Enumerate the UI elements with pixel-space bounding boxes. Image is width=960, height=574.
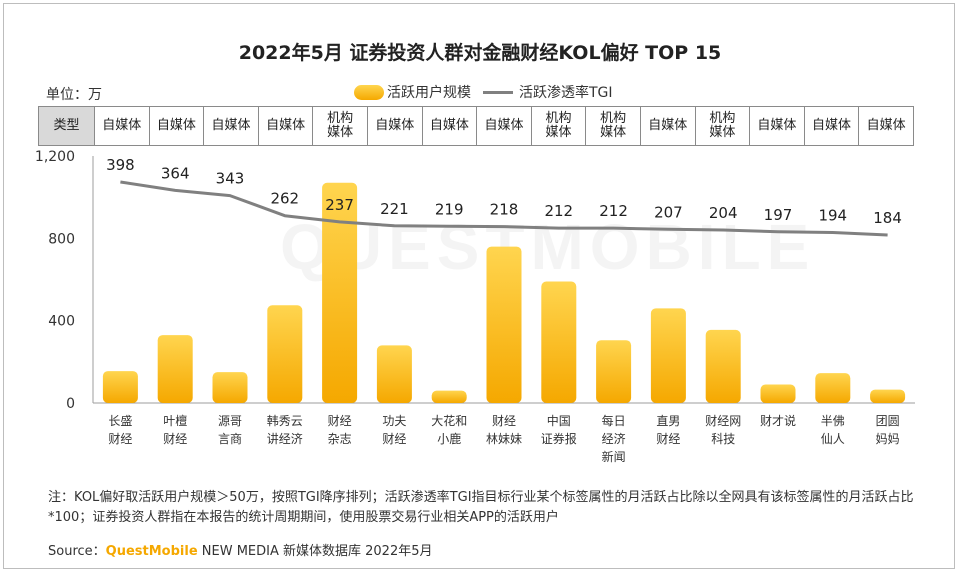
- source-prefix: Source：: [48, 544, 106, 559]
- tgi-data-label: 237: [325, 196, 354, 214]
- type-cell: 机构 媒体: [585, 106, 641, 146]
- bar: [650, 308, 686, 403]
- bar: [815, 373, 851, 403]
- x-tick-label: 源哥言商: [218, 414, 242, 446]
- x-tick-label: 大花和小鹿: [431, 413, 467, 446]
- bar: [705, 329, 741, 403]
- bar: [870, 389, 906, 403]
- legend-bar-swatch: [354, 84, 384, 100]
- type-cell: 自媒体: [639, 106, 696, 146]
- x-tick-label: 直男财经: [656, 414, 680, 446]
- x-tick-label: 韩秀云讲经济: [267, 413, 303, 446]
- tgi-data-label: 194: [818, 207, 847, 225]
- tgi-data-label: 212: [599, 202, 628, 220]
- footnote: 注：KOL偏好取活跃用户规模＞50万，按照TGI降序排列；活跃渗透率TGI指目标…: [48, 490, 914, 525]
- x-tick-label: 半佛仙人: [821, 414, 845, 446]
- tgi-data-label: 207: [654, 203, 683, 221]
- x-tick-label: 财才说: [760, 413, 796, 428]
- x-tick-label: 团圆妈妈: [876, 414, 900, 446]
- tgi-data-label: 364: [161, 164, 190, 182]
- bar: [376, 345, 412, 403]
- y-tick-label: 400: [48, 314, 75, 330]
- type-cell: 机构 媒体: [530, 106, 587, 146]
- bar: [541, 281, 577, 403]
- type-cell: 自媒体: [749, 106, 805, 146]
- tgi-data-label: 221: [380, 200, 409, 218]
- tgi-data-label: 218: [490, 201, 519, 219]
- tgi-data-label: 398: [106, 156, 135, 174]
- bar: [102, 371, 138, 403]
- y-tick-label: 800: [48, 231, 75, 247]
- bar: [760, 384, 796, 403]
- y-tick-label: 1,200: [35, 149, 75, 165]
- type-cell: 自媒体: [148, 106, 205, 146]
- type-cell: 自媒体: [803, 106, 860, 146]
- tgi-line: [120, 180, 888, 237]
- y-tick-label: 0: [66, 396, 75, 412]
- type-cell: 自媒体: [203, 106, 259, 146]
- tgi-data-label: 212: [544, 202, 573, 220]
- type-table: 类型 自媒体 自媒体 自媒体 自媒体 机构 媒体 自媒体 自媒体 自媒体 机构 媒体 机构 媒体 自媒体机…: [38, 106, 914, 146]
- unit-label: 单位：万: [46, 87, 102, 103]
- bar: [212, 372, 248, 403]
- legend-line-swatch: [483, 90, 513, 94]
- bar: [267, 305, 303, 403]
- bar: [486, 246, 522, 403]
- x-tick-label: 每日经济新闻: [602, 413, 626, 464]
- type-cell: 机构 媒体: [312, 106, 368, 146]
- source-rest: NEW MEDIA 新媒体数据库 2022年5月: [197, 544, 433, 559]
- type-row: 类型 自媒体 自媒体 自媒体 自媒体 机构 媒体 自媒体 自媒体 自媒体 机构 媒体 机构 媒体 自媒体机…: [38, 106, 914, 146]
- x-tick-label: 财经林妹妹: [486, 414, 522, 446]
- bar: [431, 390, 467, 403]
- type-cell: 自媒体: [366, 106, 423, 146]
- type-cell: 自媒体: [257, 106, 314, 146]
- x-tick-label: 财经网科技: [705, 414, 741, 446]
- tgi-data-label: 204: [709, 204, 738, 222]
- tgi-data-label: 219: [435, 200, 464, 218]
- tgi-data-label: 184: [873, 209, 902, 227]
- x-tick-label: 叶檀财经: [163, 413, 187, 446]
- legend: 活跃用户规模 活跃渗透率TGI: [354, 82, 613, 102]
- legend-bar-label: 活跃用户规模: [387, 85, 471, 101]
- tgi-data-label: 197: [764, 206, 793, 224]
- type-header: 类型: [38, 106, 95, 146]
- source-brand: QuestMobile: [105, 544, 198, 559]
- tgi-data-label: 262: [270, 190, 299, 208]
- bar: [322, 182, 358, 403]
- x-tick-label: 中国证券报: [541, 413, 577, 446]
- source-line: Source：QuestMobile NEW MEDIA 新媒体数据库 2022…: [48, 540, 433, 559]
- x-tick-label: 长盛财经: [108, 413, 132, 446]
- x-tick-label: 财经杂志: [328, 414, 352, 446]
- chart-frame: [3, 3, 955, 569]
- bar: [596, 340, 632, 403]
- x-tick-label: 功夫财经: [382, 414, 406, 446]
- type-cell: 机构 媒体: [694, 106, 751, 146]
- tgi-data-label: 343: [216, 170, 245, 188]
- chart-title: 2022年5月 证券投资人群对金融财经KOL偏好 TOP 15: [238, 42, 722, 64]
- type-cell: 自媒体: [476, 106, 532, 146]
- bar: [157, 335, 193, 403]
- type-cell: 自媒体: [858, 106, 914, 146]
- type-cell: 自媒体: [94, 106, 150, 146]
- legend-line-label: 活跃渗透率TGI: [519, 85, 613, 101]
